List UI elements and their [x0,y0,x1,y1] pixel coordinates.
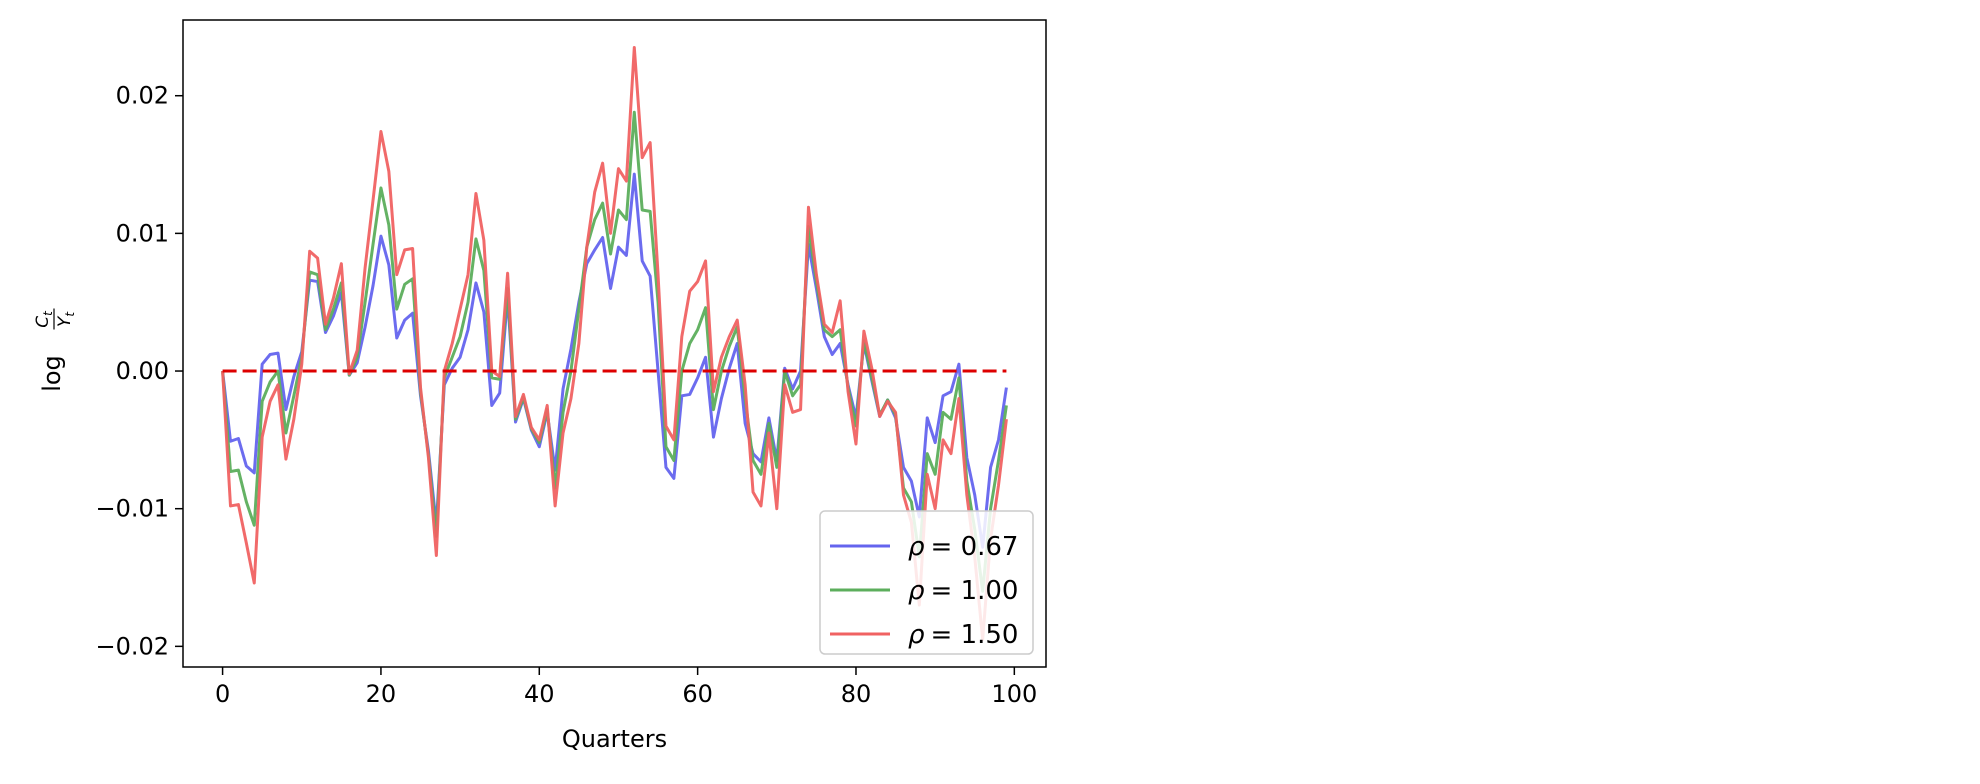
y-tick-label: 0.02 [116,82,169,110]
x-axis-label: Quarters [562,725,667,753]
legend-label-1: ρ = 0.67 [908,532,1018,562]
y-axis-label-den-sub: t [63,311,77,317]
x-tick-label: 60 [682,680,713,708]
legend-symbol: ρ [908,576,925,606]
legend-value: = 0.67 [931,532,1019,562]
legend-entries: ρ = 0.67ρ = 1.00ρ = 1.50 [830,532,1018,650]
y-axis-ticks: −0.02 −0.01 0.00 0.01 0.02 [95,82,183,660]
y-tick-label: −0.01 [95,495,169,523]
x-tick-label: 40 [524,680,555,708]
legend-symbol: ρ [908,620,925,650]
y-axis-label-numerator: Ct [33,310,55,328]
series-layer [221,46,1008,641]
y-axis-label-denominator: Yt [55,311,77,327]
legend: ρ = 0.67ρ = 1.00ρ = 1.50 [819,510,1034,655]
legend-value: = 1.50 [931,620,1019,650]
legend-label-3: ρ = 1.50 [908,620,1018,650]
series-line-3 [221,46,1008,641]
x-axis-ticks: 0 20 40 60 80 100 [215,667,1037,708]
y-axis-label-prefix: log [38,355,66,392]
y-axis-label-num-letter: C [33,316,53,328]
x-tick-label: 20 [366,680,397,708]
x-tick-label: 100 [991,680,1037,708]
y-axis-label-den-letter: Y [55,315,75,327]
plot-frame [182,19,1047,668]
y-tick-label: 0.01 [116,219,169,247]
y-tick-label: 0.00 [116,357,169,385]
legend-value: = 1.00 [931,576,1019,606]
legend-symbol: ρ [908,532,925,562]
y-axis-label: log Ct Yt [33,308,77,392]
x-tick-label: 0 [215,680,230,708]
x-tick-label: 80 [841,680,872,708]
y-axis-label-num-sub: t [41,310,55,316]
y-tick-label: −0.02 [95,632,169,660]
legend-label-2: ρ = 1.00 [908,576,1018,606]
